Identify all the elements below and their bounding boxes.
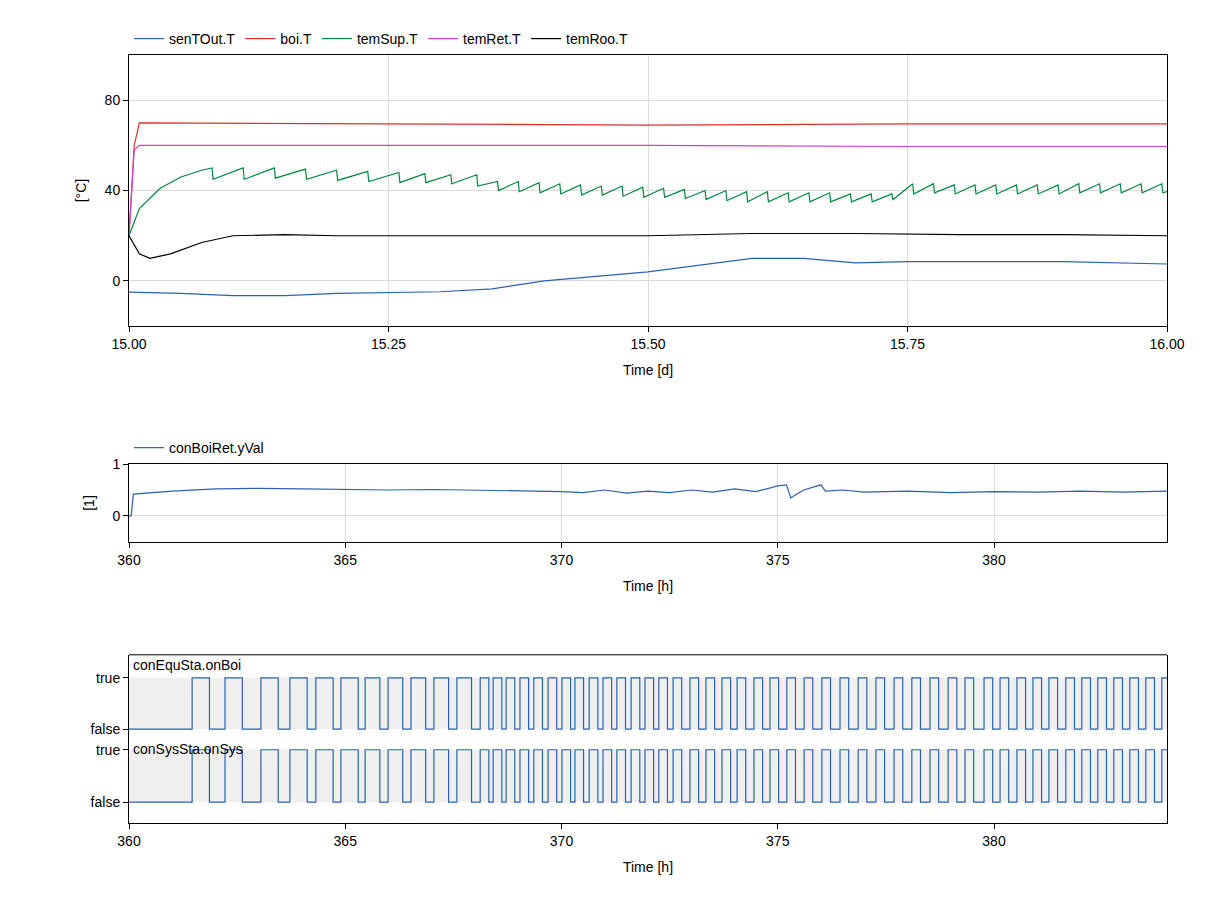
svg-text:16.00: 16.00 [1149, 336, 1184, 352]
svg-text:15.75: 15.75 [890, 336, 925, 352]
svg-text:40: 40 [105, 182, 121, 198]
svg-text:370: 370 [550, 833, 574, 849]
svg-text:380: 380 [982, 552, 1006, 568]
svg-text:15.00: 15.00 [111, 336, 146, 352]
svg-text:temRoo.T: temRoo.T [566, 31, 628, 47]
svg-text:380: 380 [982, 833, 1006, 849]
svg-text:15.50: 15.50 [630, 336, 665, 352]
svg-text:true: true [96, 742, 120, 758]
svg-text:conSysSta.onSys: conSysSta.onSys [133, 741, 243, 757]
svg-text:temRet.T: temRet.T [463, 31, 521, 47]
svg-text:false: false [91, 794, 121, 810]
svg-text:Time [h]: Time [h] [623, 578, 673, 594]
svg-text:375: 375 [766, 552, 790, 568]
svg-text:0: 0 [112, 273, 120, 289]
svg-text:375: 375 [766, 833, 790, 849]
svg-text:conEquSta.onBoi: conEquSta.onBoi [133, 657, 241, 673]
svg-text:365: 365 [334, 552, 358, 568]
svg-text:1: 1 [112, 456, 120, 472]
svg-text:true: true [96, 670, 120, 686]
svg-text:360: 360 [117, 552, 141, 568]
svg-text:temSup.T: temSup.T [357, 31, 418, 47]
svg-text:false: false [91, 721, 121, 737]
svg-text:Time [h]: Time [h] [623, 859, 673, 875]
svg-text:boi.T: boi.T [280, 31, 312, 47]
svg-text:conBoiRet.yVal: conBoiRet.yVal [169, 440, 264, 456]
svg-text:[1]: [1] [81, 495, 97, 511]
svg-text:80: 80 [105, 92, 121, 108]
svg-text:15.25: 15.25 [371, 336, 406, 352]
svg-text:365: 365 [334, 833, 358, 849]
svg-text:senTOut.T: senTOut.T [169, 31, 235, 47]
svg-text:Time [d]: Time [d] [623, 362, 673, 378]
svg-text:360: 360 [117, 833, 141, 849]
svg-text:370: 370 [550, 552, 574, 568]
svg-text:[°C]: [°C] [73, 179, 89, 203]
svg-text:0: 0 [112, 508, 120, 524]
